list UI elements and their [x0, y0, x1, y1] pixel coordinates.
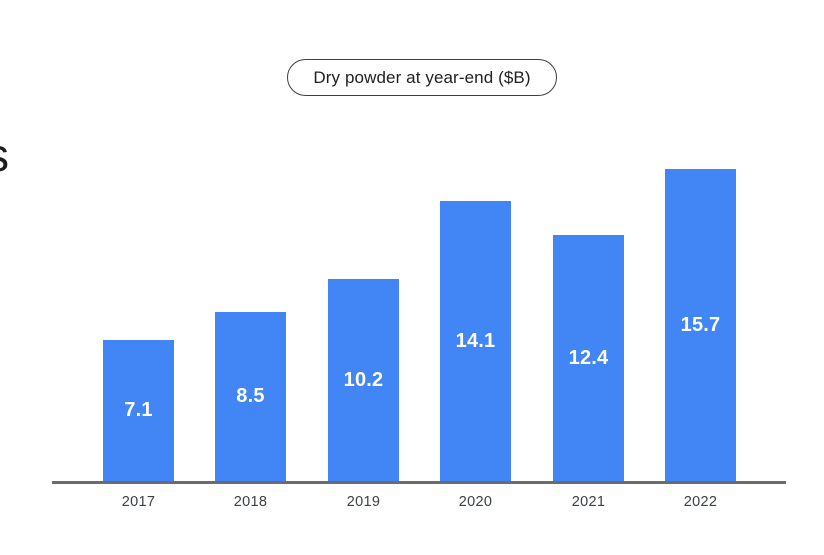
- x-tick-2022: 2022: [683, 494, 718, 510]
- bar-value-label: 8.5: [236, 385, 265, 407]
- bar-value-label: 12.4: [568, 346, 609, 369]
- bar-value-label: 7.1: [124, 399, 153, 421]
- x-tick-2019: 2019: [346, 494, 381, 510]
- bar-value-label: 14.1: [455, 329, 496, 352]
- x-tick-2017: 2017: [121, 494, 156, 510]
- bar-2020: 14.1: [440, 201, 511, 481]
- bar-2017: 7.1: [103, 340, 174, 481]
- x-tick-2021: 2021: [571, 494, 606, 510]
- x-axis-line: [52, 481, 786, 484]
- clipped-heading-fragment: s: [0, 132, 9, 178]
- bar-2019: 10.2: [328, 279, 399, 481]
- bar-value-label: 15.7: [680, 313, 721, 336]
- chart-title-label: Dry powder at year-end ($B): [313, 67, 531, 87]
- chart-title-badge: Dry powder at year-end ($B): [287, 59, 557, 96]
- x-tick-2018: 2018: [233, 494, 268, 510]
- x-tick-2020: 2020: [458, 494, 493, 510]
- bar-2022: 15.7: [665, 169, 736, 481]
- bar-2018: 8.5: [215, 312, 286, 481]
- bar-value-label: 10.2: [343, 368, 384, 391]
- bar-2021: 12.4: [553, 235, 624, 481]
